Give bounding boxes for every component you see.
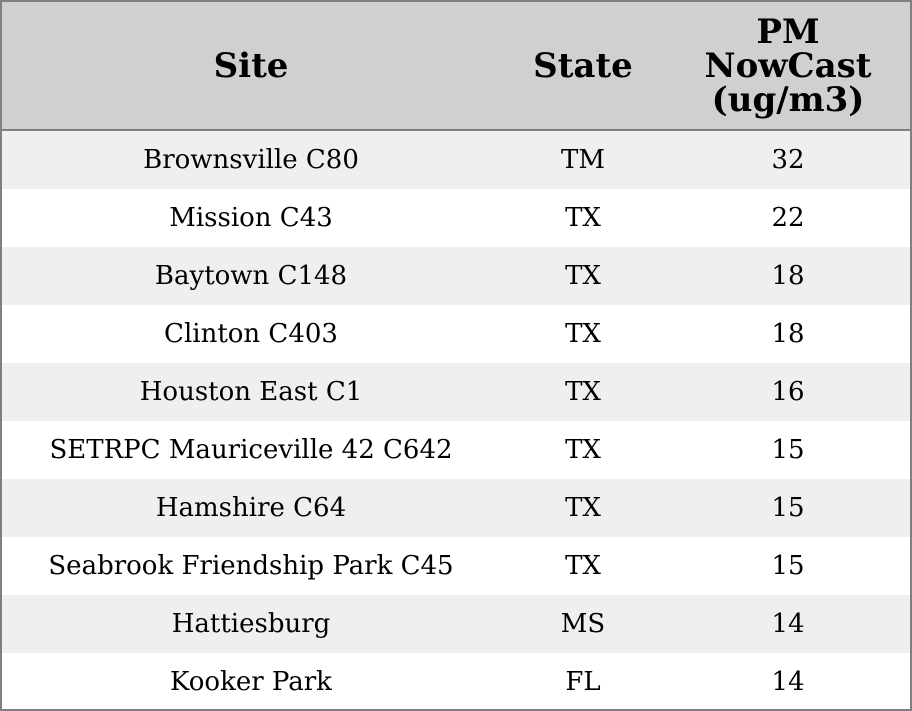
table-cell: TX: [500, 537, 666, 595]
table-cell: TX: [500, 363, 666, 421]
table-cell: Brownsville C80: [2, 130, 500, 189]
table-cell: TX: [500, 479, 666, 537]
table-body: Brownsville C80 TM 32 Mission C43 TX 22 Baytow…: [2, 130, 910, 709]
table-cell: 14: [666, 595, 910, 653]
table-cell: TX: [500, 189, 666, 247]
header-cell: Site: [2, 2, 500, 131]
header-text: Site: [213, 45, 289, 86]
table-cell: TX: [500, 421, 666, 479]
table-row: Hamshire C64 TX 15: [2, 479, 910, 537]
header-row: Site State PM NowCast (ug/m3): [2, 2, 910, 131]
table-cell: 15: [666, 479, 910, 537]
table-cell: 22: [666, 189, 910, 247]
table-row: Seabrook Friendship Park C45 TX 15: [2, 537, 910, 595]
table-cell: SETRPC Mauriceville 42 C642: [2, 421, 500, 479]
table-row: Clinton C403 TX 18: [2, 305, 910, 363]
table-cell: Houston East C1: [2, 363, 500, 421]
table-cell: 18: [666, 247, 910, 305]
table-row: Houston East C1 TX 16: [2, 363, 910, 421]
table-cell: Clinton C403: [2, 305, 500, 363]
table-cell: Hattiesburg: [2, 595, 500, 653]
table-cell: Baytown C148: [2, 247, 500, 305]
table-row: Baytown C148 TX 18: [2, 247, 910, 305]
table-cell: FL: [500, 653, 666, 709]
table-cell: 15: [666, 537, 910, 595]
header-cell: State: [500, 2, 666, 131]
header-text: PM NowCast (ug/m3): [704, 11, 872, 120]
table-row: Kooker Park FL 14: [2, 653, 910, 709]
table-row: Mission C43 TX 22: [2, 189, 910, 247]
table-row: Brownsville C80 TM 32: [2, 130, 910, 189]
table-cell: 16: [666, 363, 910, 421]
table-cell: TM: [500, 130, 666, 189]
table-cell: 18: [666, 305, 910, 363]
table-cell: 15: [666, 421, 910, 479]
table-cell: 32: [666, 130, 910, 189]
table-row: SETRPC Mauriceville 42 C642 TX 15: [2, 421, 910, 479]
header-text: State: [533, 45, 633, 86]
table-cell: TX: [500, 305, 666, 363]
table-cell: Seabrook Friendship Park C45: [2, 537, 500, 595]
table-row: Hattiesburg MS 14: [2, 595, 910, 653]
table-cell: 14: [666, 653, 910, 709]
header-cell: PM NowCast (ug/m3): [666, 2, 910, 131]
table-cell: Kooker Park: [2, 653, 500, 709]
table-cell: Mission C43: [2, 189, 500, 247]
table-cell: TX: [500, 247, 666, 305]
table-cell: MS: [500, 595, 666, 653]
table-cell: Hamshire C64: [2, 479, 500, 537]
